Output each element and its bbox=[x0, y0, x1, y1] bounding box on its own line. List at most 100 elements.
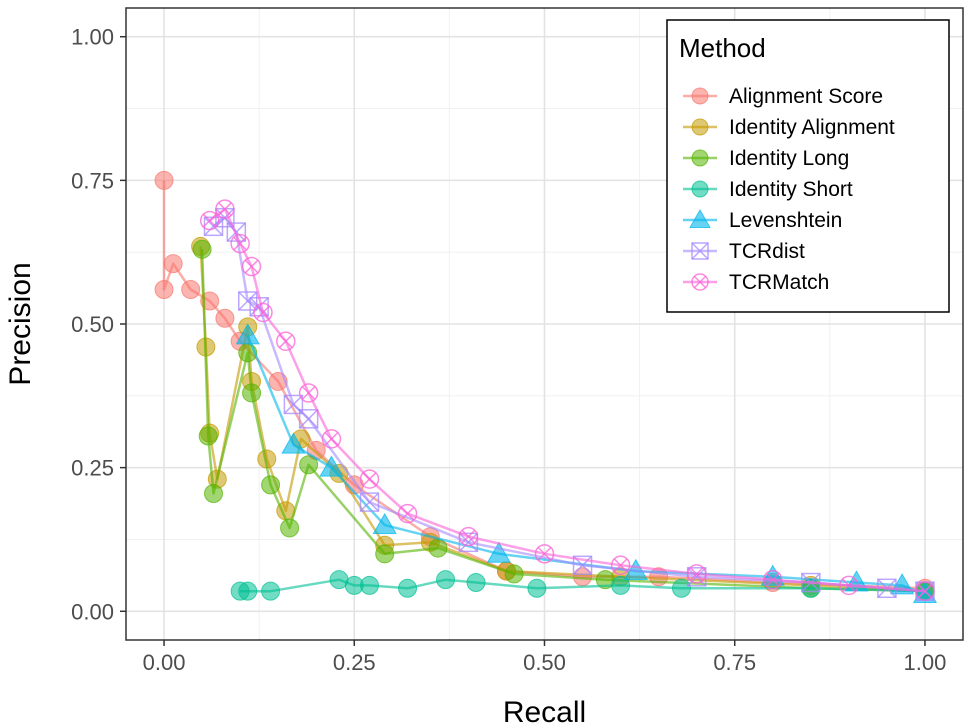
marker-cross bbox=[244, 259, 259, 274]
legend-label: Identity Long bbox=[729, 147, 849, 170]
data-point-identity-short bbox=[527, 578, 547, 598]
data-point-tcrmatch bbox=[534, 544, 555, 564]
marker-shape bbox=[397, 503, 418, 524]
marker-shape bbox=[839, 575, 859, 596]
marker-shape bbox=[486, 541, 511, 563]
x-tick-label: 0.75 bbox=[713, 650, 756, 675]
data-point-identity-short bbox=[671, 578, 691, 598]
marker-shape bbox=[276, 331, 296, 351]
x-tick-label: 0.50 bbox=[523, 650, 566, 675]
data-point-levenshtein bbox=[319, 455, 344, 477]
legend-label: TCRdist bbox=[729, 240, 805, 263]
marker-shape bbox=[915, 581, 935, 601]
grid bbox=[126, 8, 963, 640]
marker-shape bbox=[319, 455, 344, 477]
data-point-identity-long bbox=[428, 538, 448, 558]
data-point-alignment-score bbox=[181, 280, 201, 300]
marker-cross bbox=[218, 202, 232, 216]
data-point-tcrdist bbox=[298, 409, 319, 429]
marker-shape bbox=[458, 532, 479, 553]
legend-swatch-marker bbox=[691, 273, 709, 291]
data-point-identity-long bbox=[375, 544, 395, 564]
y-tick-label: 1.00 bbox=[71, 25, 114, 50]
y-tick-label: 0.75 bbox=[71, 168, 114, 193]
marker-shape bbox=[237, 291, 258, 311]
marker-shape bbox=[763, 569, 783, 590]
marker-cross bbox=[362, 472, 377, 486]
data-point-identity-short bbox=[398, 578, 418, 598]
data-point-identity-long bbox=[504, 564, 524, 584]
legend-swatch-marker bbox=[691, 87, 709, 105]
data-point-tcrdist bbox=[458, 532, 479, 553]
data-point-tcrmatch bbox=[763, 569, 783, 590]
marker-shape bbox=[181, 280, 201, 300]
data-point-tcrmatch bbox=[610, 555, 631, 576]
marker-shape bbox=[572, 555, 593, 576]
legend-item-identity-alignment: Identity Alignment bbox=[683, 116, 895, 139]
marker-cross bbox=[842, 578, 856, 593]
data-point-identity-long bbox=[192, 239, 212, 259]
marker-cross bbox=[461, 529, 476, 544]
series-tcrmatch bbox=[199, 199, 935, 601]
marker-shape bbox=[375, 544, 395, 564]
marker-shape bbox=[372, 512, 397, 535]
legend-item-levenshtein: Levenshtein bbox=[683, 208, 842, 232]
marker-cross bbox=[256, 305, 270, 320]
marker-shape bbox=[226, 222, 247, 242]
data-point-identity-short bbox=[611, 575, 631, 595]
marker-shape bbox=[163, 254, 183, 274]
marker-shape bbox=[230, 233, 250, 254]
marker-shape bbox=[238, 581, 258, 601]
marker-shape bbox=[241, 256, 262, 277]
data-point-levenshtein bbox=[281, 432, 306, 454]
marker-shape bbox=[261, 581, 281, 601]
legend-label: Identity Short bbox=[729, 178, 853, 201]
marker-cross bbox=[458, 532, 478, 552]
data-point-tcrmatch bbox=[276, 331, 296, 351]
x-tick-label: 1.00 bbox=[904, 650, 947, 675]
data-point-tcrmatch bbox=[839, 575, 859, 596]
marker-shape bbox=[299, 455, 319, 475]
data-point-tcrmatch bbox=[298, 383, 319, 403]
legend-box bbox=[666, 19, 950, 313]
legend-label: TCRMatch bbox=[729, 271, 829, 294]
marker-cross bbox=[691, 242, 709, 260]
y-tick-label: 0.25 bbox=[71, 456, 114, 481]
marker-shape bbox=[154, 280, 174, 300]
marker-shape bbox=[527, 578, 547, 598]
data-point-identity-short bbox=[359, 575, 379, 595]
legend-label: Levenshtein bbox=[729, 209, 842, 232]
marker-shape bbox=[686, 564, 707, 584]
marker-cross bbox=[613, 558, 628, 573]
marker-cross bbox=[689, 567, 704, 581]
x-tick-label: 0.25 bbox=[333, 650, 376, 675]
legend-label: Alignment Score bbox=[729, 85, 883, 108]
legend-item-identity-long: Identity Long bbox=[683, 147, 849, 170]
data-point-identity-short bbox=[436, 570, 456, 590]
marker-shape bbox=[428, 538, 448, 558]
marker-shape bbox=[280, 518, 300, 538]
data-point-tcrmatch bbox=[915, 581, 935, 601]
data-point-tcrmatch bbox=[230, 233, 250, 254]
legend-item-identity-short: Identity Short bbox=[683, 178, 853, 201]
marker-cross bbox=[765, 572, 780, 587]
legend: Method Alignment Score Identity Alignment… bbox=[666, 19, 950, 313]
series-identity-short bbox=[230, 570, 935, 601]
marker-shape bbox=[691, 149, 709, 167]
data-point-identity-long bbox=[261, 475, 281, 495]
marker-cross bbox=[301, 386, 316, 400]
marker-shape bbox=[204, 483, 224, 503]
marker-cross bbox=[918, 584, 932, 598]
data-point-tcrmatch bbox=[458, 526, 479, 547]
legend-item-tcrmatch: TCRMatch bbox=[683, 271, 829, 294]
marker-cross bbox=[249, 297, 269, 317]
legend-item-tcrdist: TCRdist bbox=[683, 240, 805, 263]
marker-cross bbox=[202, 213, 217, 228]
marker-shape bbox=[359, 492, 380, 512]
data-point-tcrmatch bbox=[253, 302, 273, 323]
series-line-identity-alignment bbox=[199, 246, 926, 593]
y-tick-label: 0.50 bbox=[71, 312, 114, 337]
marker-shape bbox=[215, 308, 235, 328]
data-point-identity-short bbox=[466, 573, 486, 593]
